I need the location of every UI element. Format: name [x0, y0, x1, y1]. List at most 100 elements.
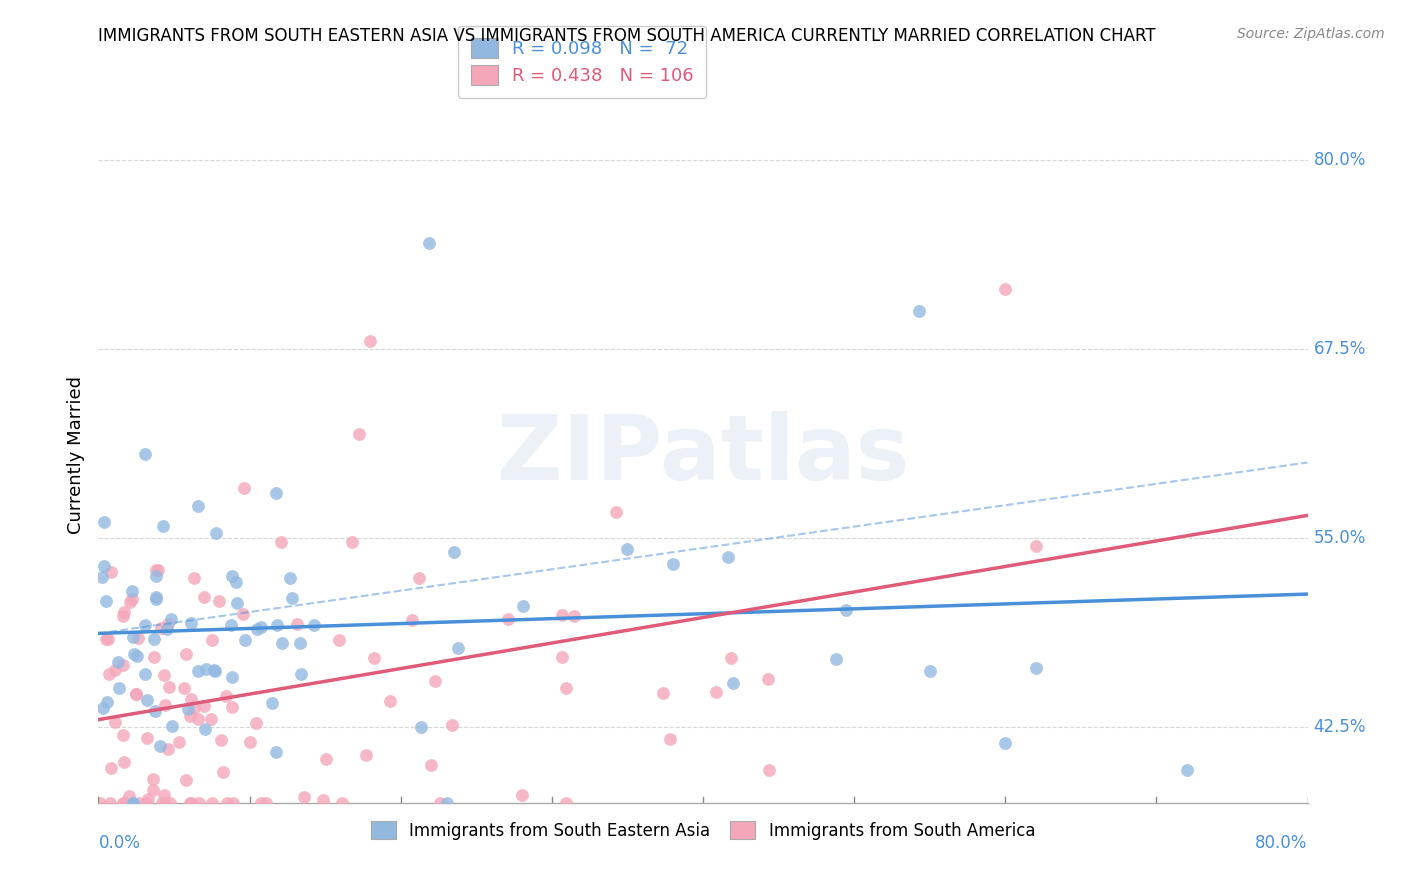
Point — [271, 636, 294, 650]
Point — [250, 796, 273, 810]
Point — [96, 695, 118, 709]
Point — [418, 236, 440, 251]
Point — [150, 796, 173, 810]
Point — [157, 617, 180, 632]
Point — [103, 715, 125, 730]
Point — [290, 666, 312, 681]
Point — [429, 796, 451, 810]
Point — [330, 796, 353, 810]
Point — [245, 715, 267, 730]
Point — [360, 334, 382, 349]
Point — [201, 633, 224, 648]
Point — [758, 764, 780, 778]
Point — [157, 742, 180, 756]
Point — [157, 680, 180, 694]
Point — [179, 709, 201, 723]
Point — [401, 613, 423, 627]
Point — [215, 796, 238, 810]
Point — [651, 686, 673, 700]
Point — [118, 595, 141, 609]
Point — [551, 607, 574, 622]
Point — [447, 641, 470, 656]
Point — [221, 670, 243, 684]
Point — [111, 609, 134, 624]
Point — [347, 426, 370, 441]
Point — [1024, 539, 1046, 553]
Point — [232, 607, 254, 622]
Point — [145, 590, 167, 604]
Point — [121, 584, 143, 599]
Point — [100, 761, 122, 775]
Text: 0.0%: 0.0% — [98, 834, 141, 852]
Point — [221, 569, 243, 583]
Point — [179, 796, 201, 810]
Point — [167, 735, 190, 749]
Point — [193, 723, 215, 737]
Point — [423, 674, 446, 689]
Point — [122, 796, 145, 810]
Point — [122, 630, 145, 644]
Point — [125, 687, 148, 701]
Point — [195, 662, 218, 676]
Point — [112, 756, 135, 770]
Point — [661, 557, 683, 571]
Point — [91, 569, 114, 583]
Point — [93, 559, 115, 574]
Point — [187, 665, 209, 679]
Point — [1024, 661, 1046, 675]
Point — [408, 571, 430, 585]
Point — [150, 621, 173, 635]
Text: 55.0%: 55.0% — [1313, 529, 1367, 547]
Point — [134, 666, 156, 681]
Point — [136, 692, 159, 706]
Point — [153, 796, 176, 810]
Point — [616, 542, 638, 557]
Point — [221, 699, 243, 714]
Point — [187, 499, 209, 513]
Point — [136, 731, 159, 745]
Point — [292, 789, 315, 804]
Y-axis label: Currently Married: Currently Married — [66, 376, 84, 534]
Point — [222, 796, 245, 810]
Point — [312, 793, 335, 807]
Point — [108, 681, 131, 695]
Point — [104, 663, 127, 677]
Point — [340, 535, 363, 549]
Point — [160, 612, 183, 626]
Point — [180, 796, 202, 810]
Point — [100, 796, 122, 810]
Point — [436, 796, 458, 810]
Point — [142, 782, 165, 797]
Point — [121, 592, 143, 607]
Point — [659, 732, 682, 747]
Legend: Immigrants from South Eastern Asia, Immigrants from South America: Immigrants from South Eastern Asia, Immi… — [364, 814, 1042, 847]
Point — [215, 689, 238, 703]
Point — [605, 505, 627, 519]
Point — [246, 622, 269, 636]
Point — [143, 704, 166, 718]
Point — [193, 591, 215, 605]
Point — [153, 698, 176, 713]
Point — [160, 719, 183, 733]
Point — [134, 618, 156, 632]
Point — [211, 732, 233, 747]
Point — [177, 702, 200, 716]
Point — [152, 788, 174, 802]
Point — [315, 752, 337, 766]
Point — [825, 652, 848, 666]
Point — [704, 685, 727, 699]
Text: 67.5%: 67.5% — [1313, 340, 1367, 358]
Point — [183, 571, 205, 585]
Point — [555, 681, 578, 695]
Point — [107, 655, 129, 669]
Point — [720, 650, 742, 665]
Point — [183, 701, 205, 715]
Point — [202, 663, 225, 677]
Point — [200, 712, 222, 726]
Point — [562, 609, 585, 624]
Point — [96, 632, 118, 647]
Point — [378, 693, 401, 707]
Point — [98, 666, 121, 681]
Point — [201, 796, 224, 810]
Point — [188, 796, 211, 810]
